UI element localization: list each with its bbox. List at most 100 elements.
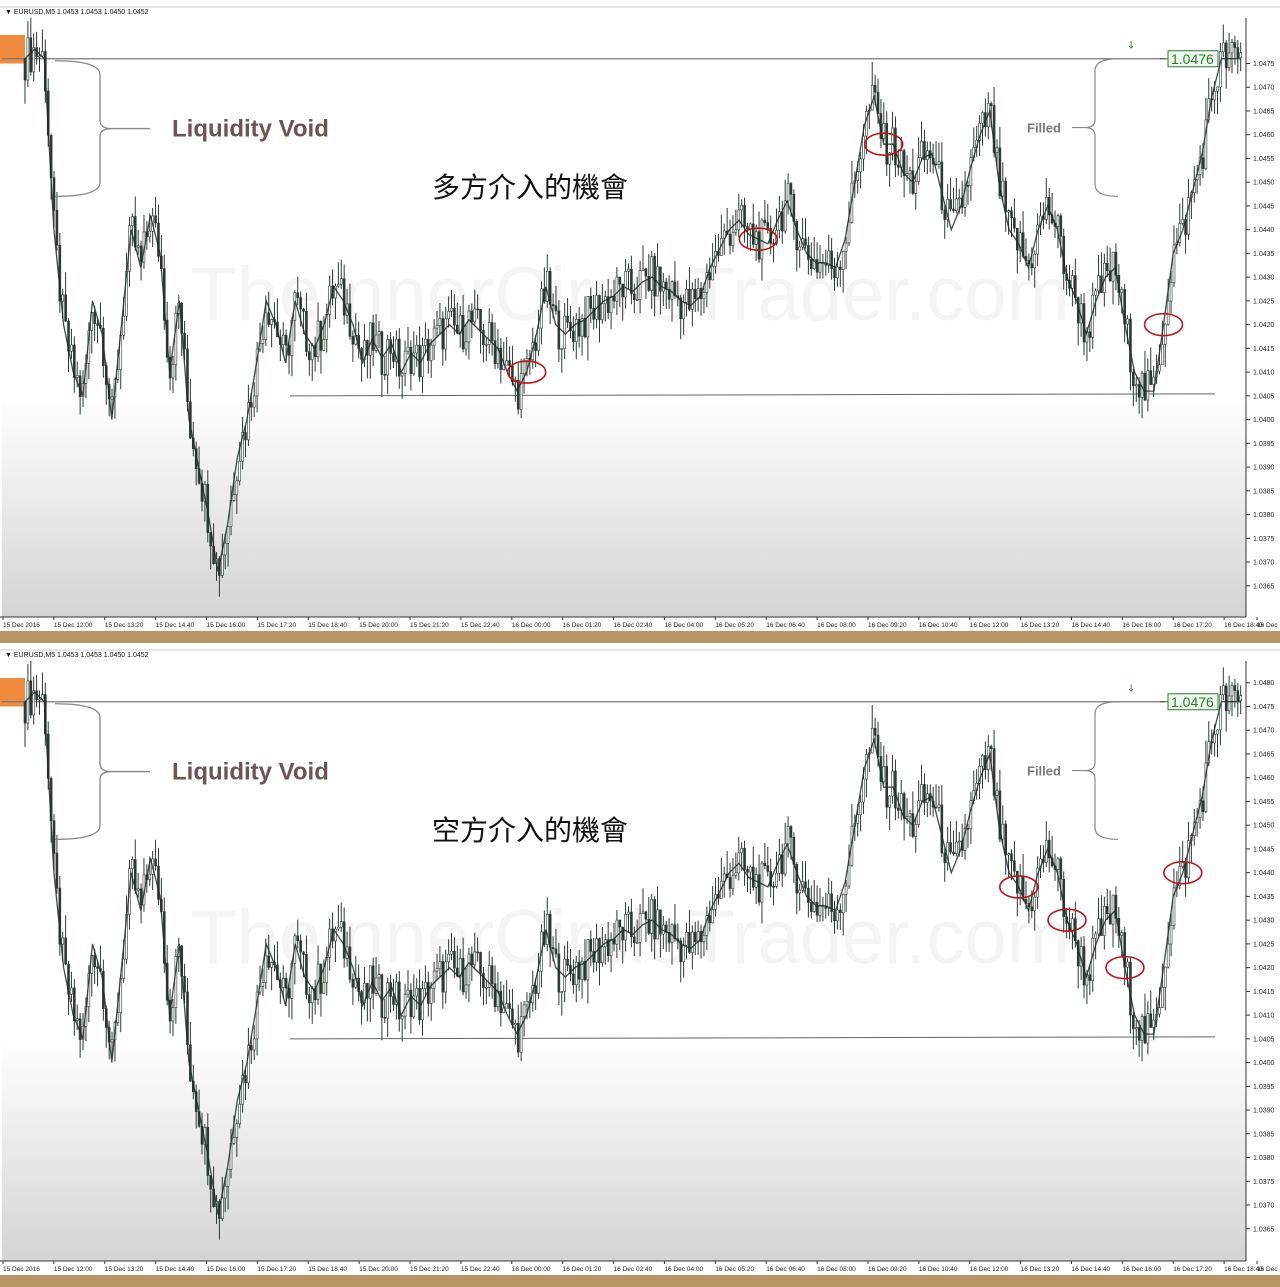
- candle-body: [882, 123, 886, 139]
- price-tick-label: 1.0420: [1253, 965, 1275, 972]
- symbol-header: ▼ EURUSD,M5 1.0453 1.0453 1.0450 1.0452: [5, 652, 149, 659]
- candle-body: [627, 268, 630, 272]
- candle-body: [371, 322, 375, 351]
- candle-body: [55, 852, 59, 889]
- candle-body: [841, 893, 845, 913]
- candle-body: [232, 1137, 236, 1144]
- candle-body: [569, 322, 572, 332]
- candle-body: [310, 988, 314, 1004]
- symbol-header: ▼ EURUSD,M5 1.0453 1.0453 1.0450 1.0452: [5, 9, 149, 16]
- candle-body: [839, 266, 842, 270]
- candle-body: [386, 339, 389, 376]
- candle-body: [519, 1016, 523, 1053]
- candle-body: [32, 690, 36, 716]
- candle-body: [122, 315, 125, 336]
- candle-body: [682, 944, 685, 963]
- candle-body: [624, 270, 627, 298]
- candle-body: [374, 334, 378, 351]
- time-tick-label: 16 Dec 02:40: [614, 1266, 653, 1273]
- candle-body: [453, 307, 456, 326]
- candle-body: [226, 1169, 230, 1187]
- price-tick-label: 1.0390: [1253, 465, 1275, 472]
- candle-body: [653, 256, 656, 297]
- candle-body: [905, 816, 909, 819]
- price-tick-label: 1.0455: [1253, 799, 1275, 806]
- candle-body: [461, 314, 465, 350]
- candle-body: [473, 308, 477, 323]
- candle-body: [572, 330, 575, 342]
- candle-body: [981, 755, 984, 767]
- candle-body: [679, 940, 683, 963]
- candle-body: [963, 185, 967, 208]
- candle-body: [1108, 913, 1112, 925]
- candle-body: [847, 221, 851, 244]
- candle-body: [157, 222, 160, 257]
- candle-body: [395, 338, 398, 362]
- candle-body: [64, 937, 67, 965]
- candle-body: [1056, 215, 1060, 227]
- candle-body: [220, 554, 224, 576]
- candle-body: [705, 272, 709, 293]
- candle-body: [978, 122, 981, 141]
- time-tick-label: 16 Dec 09:20: [868, 1266, 907, 1273]
- candle-body: [955, 198, 958, 212]
- candle-body: [995, 147, 999, 153]
- candle-body: [844, 885, 848, 895]
- candle-body: [667, 932, 671, 943]
- candle-body: [244, 1075, 247, 1084]
- candle-body: [244, 432, 247, 441]
- candle-body: [154, 858, 157, 867]
- candle-body: [322, 982, 326, 994]
- candle-body: [400, 1015, 404, 1020]
- time-tick-label: 15 Dec 14:40: [156, 622, 195, 629]
- price-tick-label: 1.0455: [1253, 156, 1275, 163]
- time-tick-label: 15 Dec 2016: [3, 622, 40, 629]
- candle-body: [957, 197, 961, 200]
- price-tick-label: 1.0440: [1253, 227, 1275, 234]
- candle-body: [902, 150, 906, 176]
- candle-body: [1201, 800, 1205, 812]
- candle-body: [760, 219, 764, 260]
- time-tick-label: 15 Dec 17:20: [257, 622, 296, 629]
- candle-body: [383, 374, 387, 376]
- candle-body: [722, 873, 726, 882]
- price-tick-label: 1.0440: [1253, 870, 1275, 877]
- candle-body: [897, 164, 900, 168]
- candle-body: [644, 268, 648, 277]
- candle-body: [110, 396, 114, 400]
- candle-body: [444, 318, 448, 350]
- candle-body: [815, 259, 819, 273]
- candle-body: [461, 957, 465, 993]
- candle-body: [38, 698, 41, 701]
- price-tick-label: 1.0380: [1253, 1155, 1275, 1162]
- candle-body: [862, 135, 865, 160]
- candle-body: [989, 103, 993, 106]
- candle-body: [955, 841, 958, 855]
- candle-body: [865, 111, 868, 137]
- candle-body: [1013, 217, 1016, 229]
- time-tick-label: 15 Dec 20:00: [359, 622, 398, 629]
- candle-body: [943, 209, 947, 220]
- candle-body: [1221, 685, 1225, 696]
- candle-body: [1137, 1027, 1141, 1041]
- time-tick-label: 15 Dec 21:20: [410, 1266, 449, 1273]
- candle-body: [429, 987, 433, 1004]
- candle-body: [778, 211, 781, 231]
- candle-body: [1004, 180, 1007, 213]
- candle-body: [334, 928, 337, 942]
- candle-body: [337, 926, 340, 930]
- candle-body: [1213, 90, 1216, 101]
- candle-body: [743, 847, 746, 870]
- time-tick-label: 15 Dec 13:20: [105, 1266, 144, 1273]
- price-tick-label: 1.0405: [1253, 393, 1275, 400]
- candle-body: [232, 494, 236, 501]
- time-tick-label: 15 Dec 20:00: [359, 1266, 398, 1273]
- candle-body: [598, 295, 601, 321]
- candle-body: [905, 173, 909, 176]
- candle-body: [731, 232, 735, 246]
- candle-body: [1230, 42, 1234, 54]
- candle-body: [989, 746, 993, 749]
- candle-body: [131, 216, 134, 226]
- highlight-circle: [863, 132, 904, 157]
- candle-body: [746, 869, 749, 873]
